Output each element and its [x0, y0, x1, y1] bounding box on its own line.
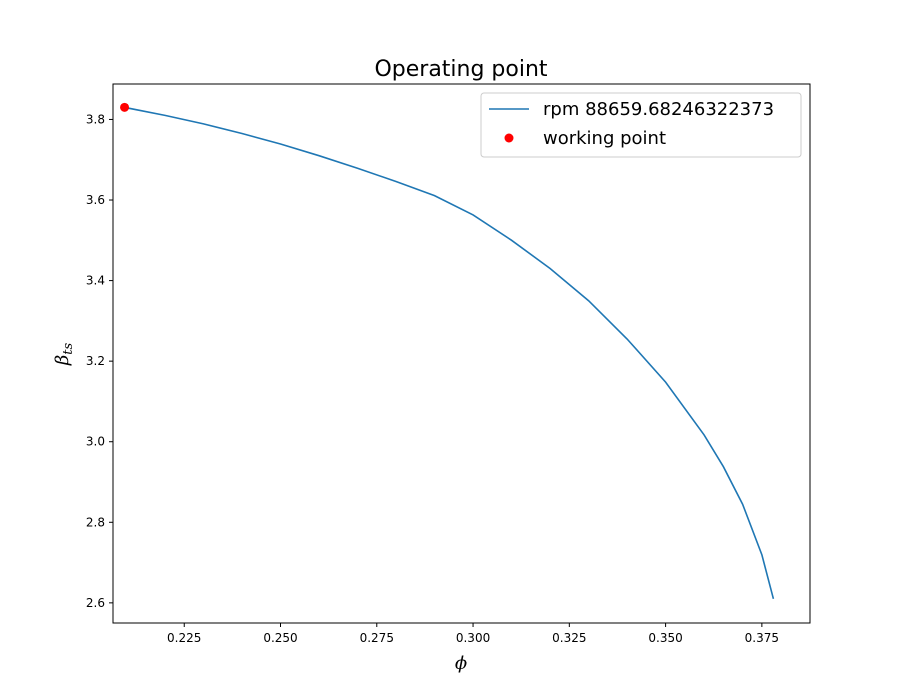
working-point-marker: [120, 102, 130, 112]
y-tick-label: 3.4: [86, 274, 105, 288]
y-tick-label: 2.6: [86, 596, 105, 610]
legend-entry-label: rpm 88659.68246322373: [543, 99, 774, 120]
x-tick-label: 0.375: [745, 631, 779, 645]
y-tick-label: 3.6: [86, 193, 105, 207]
x-tick-label: 0.300: [456, 631, 490, 645]
plot-frame: [112, 83, 811, 624]
series-line-rpm: [124, 106, 775, 600]
y-tick-label: 2.8: [86, 515, 105, 529]
y-axis-ticks: 2.6 2.8 3.0 3.2 3.4 3.6 3.8: [86, 112, 113, 610]
x-axis-ticks: 0.225 0.250 0.275 0.300 0.325 0.350 0.375: [167, 623, 779, 645]
y-axis-label-main: β: [52, 355, 73, 366]
y-axis-label-subscript: ts: [61, 343, 76, 355]
x-tick-label: 0.250: [263, 631, 297, 645]
y-tick-label: 3.0: [86, 435, 105, 449]
x-tick-label: 0.225: [167, 631, 201, 645]
x-tick-label: 0.275: [360, 631, 394, 645]
x-tick-label: 0.350: [648, 631, 682, 645]
legend-swatch-marker: [504, 133, 514, 143]
y-tick-label: 3.8: [86, 112, 105, 126]
series-layer: [120, 102, 775, 600]
legend-entry-label: working point: [543, 128, 666, 149]
y-axis-label: βts: [52, 343, 76, 367]
legend-box: [480, 92, 802, 158]
x-axis-label: ϕ: [455, 653, 467, 674]
chart-title: Operating point: [374, 57, 547, 82]
x-tick-label: 0.325: [552, 631, 586, 645]
legend: rpm 88659.68246322373 working point: [480, 92, 802, 158]
y-tick-label: 3.2: [86, 354, 105, 368]
